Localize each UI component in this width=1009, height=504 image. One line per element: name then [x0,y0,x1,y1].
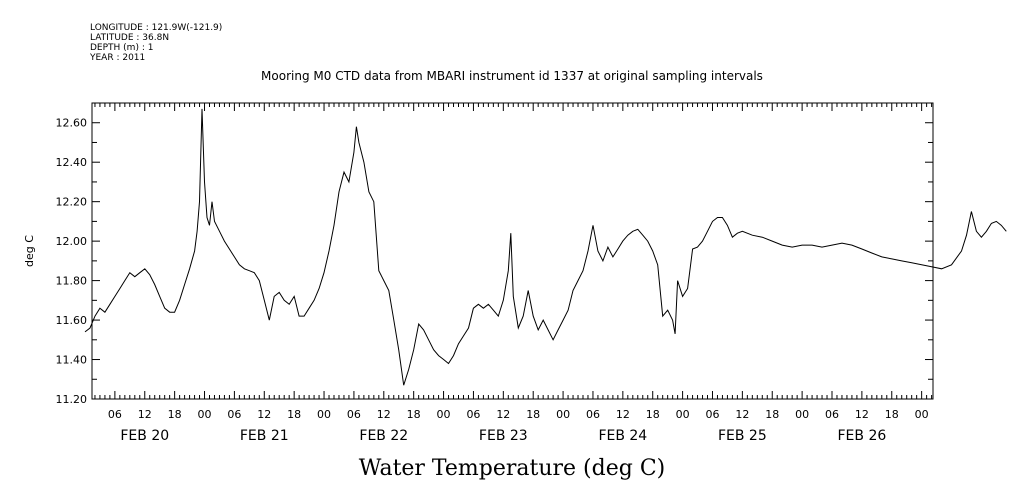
y-tick-label: 12.40 [56,156,88,169]
x-date-label: FEB 25 [718,428,767,444]
x-date-label: FEB 23 [479,428,528,444]
series-line [84,108,1007,386]
x-hour-label: 00 [198,408,212,421]
x-hour-label: 12 [496,408,510,421]
header-year: YEAR : 2011 [89,53,145,63]
x-hour-label: 12 [855,408,869,421]
y-tick-label: 11.20 [56,393,88,406]
header-longitude: LONGITUDE : 121.9W(-121.9) [90,23,222,33]
x-date-label: FEB 21 [240,428,289,444]
labels-layer: 11.20 11.40 11.60 11.80 12.00 12.20 12.40 12.60… [56,117,929,444]
y-tick-label: 11.40 [56,354,88,367]
x-hour-label: 00 [676,408,690,421]
x-hour-label: 06 [466,408,480,421]
y-axis-label: deg C [23,235,36,267]
y-tick-label: 12.20 [56,196,88,209]
chart-title: Mooring M0 CTD data from MBARI instrumen… [261,69,763,83]
x-hour-label: 18 [885,408,899,421]
x-date-label: FEB 22 [359,428,408,444]
x-hour-label: 00 [317,408,331,421]
x-hour-label: 12 [616,408,630,421]
x-hour-label: 06 [705,408,719,421]
x-hour-label: 06 [227,408,241,421]
x-axis-label: Water Temperature (deg C) [359,456,666,481]
x-hour-label: 12 [735,408,749,421]
x-hour-label: 06 [825,408,839,421]
x-hour-label: 18 [646,408,660,421]
header-latitude: LATITUDE : 36.8N [90,33,169,43]
x-hour-label: 18 [526,408,540,421]
x-hour-label: 06 [108,408,122,421]
x-hour-label: 00 [437,408,451,421]
x-hour-label: 12 [138,408,152,421]
x-hour-label: 12 [377,408,391,421]
x-hour-label: 00 [556,408,570,421]
y-tick-label: 12.00 [56,235,88,248]
x-hour-label: 12 [257,408,271,421]
x-date-label: FEB 26 [837,428,886,444]
x-hour-label: 00 [915,408,929,421]
x-hour-label: 18 [407,408,421,421]
header-depth: DEPTH (m) : 1 [90,43,153,53]
x-hour-label: 18 [168,408,182,421]
x-hour-label: 18 [765,408,779,421]
x-hour-label: 00 [795,408,809,421]
x-hour-label: 18 [287,408,301,421]
ticks-layer [92,102,933,400]
plot-frame [91,102,934,400]
x-date-label: FEB 20 [120,428,169,444]
x-hour-label: 06 [347,408,361,421]
x-hour-label: 06 [586,408,600,421]
y-tick-label: 11.80 [56,275,88,288]
y-tick-label: 11.60 [56,314,88,327]
y-tick-label: 12.60 [56,117,88,130]
x-date-label: FEB 24 [598,428,647,444]
